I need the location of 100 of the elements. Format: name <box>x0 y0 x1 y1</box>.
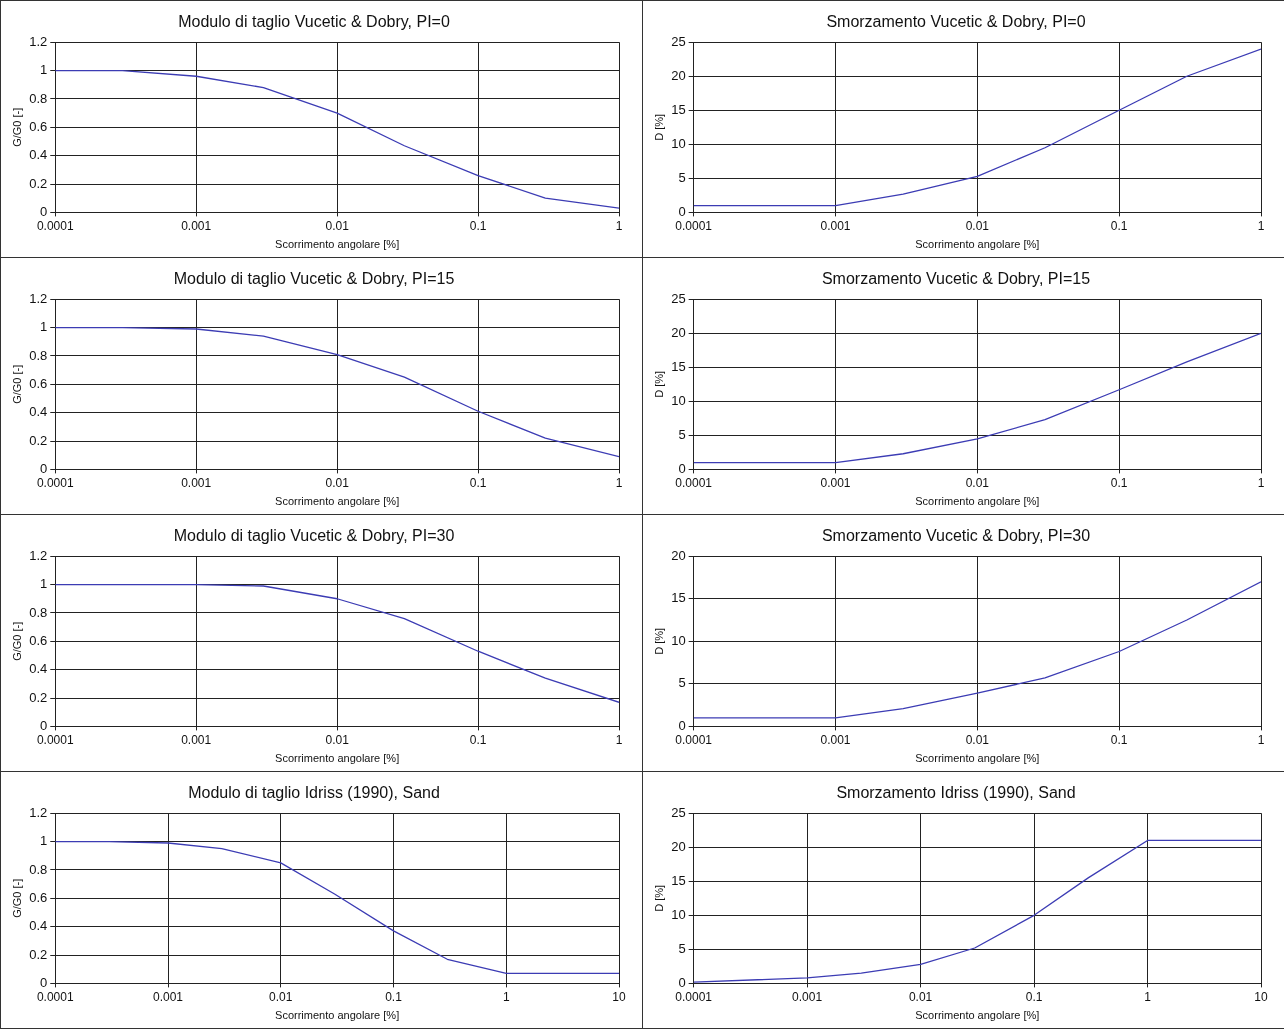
y-tick-label: 0.4 <box>29 661 48 677</box>
x-tick-label: 0.001 <box>181 475 212 490</box>
x-tick-label: 0.001 <box>820 475 851 490</box>
chart-title: Modulo di taglio Vucetic & Dobry, PI=15 <box>173 270 455 288</box>
y-axis-title: G/G0 [-] <box>10 621 23 661</box>
x-tick-label: 0.1 <box>1110 218 1128 233</box>
y-tick-label: 0.6 <box>29 632 48 648</box>
y-tick-label: 0 <box>40 974 48 990</box>
y-axis-title: D [%] <box>652 370 665 398</box>
y-tick-label: 0.8 <box>29 604 48 620</box>
x-tick-label: 0.001 <box>181 732 212 747</box>
x-tick-label: 10 <box>612 989 626 1004</box>
y-tick-label: 0 <box>678 460 686 476</box>
x-tick-label: 0.0001 <box>36 989 74 1004</box>
x-axis-title: Scorrimento angolare [%] <box>915 495 1040 508</box>
x-tick-label: 0.001 <box>820 218 851 233</box>
y-tick-label: 0.4 <box>29 404 48 420</box>
y-tick-label: 15 <box>671 872 686 888</box>
x-axis-title: Scorrimento angolare [%] <box>275 238 400 251</box>
x-tick-label: 0.0001 <box>36 475 74 490</box>
y-tick-label: 15 <box>671 101 686 117</box>
y-tick-label: 20 <box>671 324 686 340</box>
y-axis-title: G/G0 [-] <box>10 364 23 404</box>
x-tick-label: 1 <box>615 218 623 233</box>
y-tick-label: 0.2 <box>29 689 48 705</box>
x-tick-label: 0.001 <box>792 989 823 1004</box>
y-tick-label: 1.2 <box>29 33 48 49</box>
x-tick-label: 0.0001 <box>36 218 74 233</box>
y-tick-label: 1 <box>40 62 48 78</box>
y-tick-label: 25 <box>671 804 686 820</box>
chart-title: Smorzamento Vucetic & Dobry, PI=0 <box>826 13 1086 31</box>
x-tick-label: 1 <box>1144 989 1152 1004</box>
x-tick-label: 1 <box>615 475 623 490</box>
x-tick-label: 0.001 <box>153 989 184 1004</box>
y-tick-label: 20 <box>671 547 686 563</box>
x-tick-label: 0.0001 <box>675 732 713 747</box>
x-tick-label: 0.01 <box>325 732 350 747</box>
y-tick-label: 5 <box>678 426 686 442</box>
y-tick-label: 0.6 <box>29 889 48 905</box>
y-tick-label: 1 <box>40 576 48 592</box>
y-tick-label: 0 <box>40 717 48 733</box>
y-axis-title: D [%] <box>652 884 665 912</box>
chart-title: Modulo di taglio Vucetic & Dobry, PI=30 <box>173 527 455 545</box>
x-tick-label: 0.0001 <box>36 732 74 747</box>
y-tick-label: 5 <box>678 940 686 956</box>
y-tick-label: 0.2 <box>29 946 48 962</box>
x-axis-title: Scorrimento angolare [%] <box>915 238 1040 251</box>
x-tick-label: 0.1 <box>469 732 487 747</box>
y-tick-label: 10 <box>671 632 686 648</box>
x-tick-label: 0.01 <box>965 475 990 490</box>
y-tick-label: 5 <box>678 169 686 185</box>
y-tick-label: 10 <box>671 906 686 922</box>
x-tick-label: 0.1 <box>1110 475 1128 490</box>
x-tick-label: 0.1 <box>469 218 487 233</box>
x-tick-label: 0.01 <box>269 989 293 1004</box>
y-tick-label: 0.2 <box>29 175 48 191</box>
chart-title: Smorzamento Vucetic & Dobry, PI=15 <box>821 270 1091 288</box>
y-tick-label: 15 <box>671 590 686 606</box>
x-tick-label: 0.01 <box>325 475 350 490</box>
y-tick-label: 1.2 <box>29 547 48 563</box>
chart-title: Smorzamento Vucetic & Dobry, PI=30 <box>821 527 1091 545</box>
x-tick-label: 0.1 <box>385 989 403 1004</box>
y-tick-label: 10 <box>671 135 686 151</box>
x-axis-title: Scorrimento angolare [%] <box>275 1009 400 1022</box>
x-tick-label: 1 <box>1257 732 1265 747</box>
chart-title: Modulo di taglio Idriss (1990), Sand <box>188 784 440 802</box>
x-tick-label: 0.001 <box>181 218 212 233</box>
y-tick-label: 0 <box>40 203 48 219</box>
x-axis-title: Scorrimento angolare [%] <box>275 752 400 765</box>
x-tick-label: 0.1 <box>1110 732 1128 747</box>
x-tick-label: 0.001 <box>820 732 851 747</box>
y-axis-title: D [%] <box>652 113 665 141</box>
x-axis-title: Scorrimento angolare [%] <box>275 495 400 508</box>
y-tick-label: 10 <box>671 392 686 408</box>
y-axis-title: G/G0 [-] <box>10 107 23 147</box>
y-tick-label: 0 <box>678 974 686 990</box>
y-tick-label: 15 <box>671 358 686 374</box>
y-tick-label: 0.4 <box>29 918 48 934</box>
y-axis-title: G/G0 [-] <box>10 878 23 918</box>
x-tick-label: 1 <box>1257 218 1265 233</box>
y-tick-label: 0 <box>40 460 48 476</box>
y-tick-label: 0 <box>678 203 686 219</box>
y-tick-label: 20 <box>671 67 686 83</box>
y-tick-label: 1 <box>40 833 48 849</box>
x-tick-label: 1 <box>502 989 510 1004</box>
x-tick-label: 1 <box>1257 475 1265 490</box>
y-tick-label: 25 <box>671 290 686 306</box>
y-tick-label: 1.2 <box>29 290 48 306</box>
x-tick-label: 0.1 <box>469 475 487 490</box>
x-axis-title: Scorrimento angolare [%] <box>915 752 1040 765</box>
x-tick-label: 1 <box>615 732 623 747</box>
x-tick-label: 0.0001 <box>675 475 713 490</box>
y-tick-label: 25 <box>671 33 686 49</box>
x-tick-label: 0.01 <box>965 732 990 747</box>
y-tick-label: 0.6 <box>29 118 48 134</box>
x-tick-label: 0.01 <box>908 989 933 1004</box>
y-tick-label: 0.8 <box>29 347 48 363</box>
x-axis-title: Scorrimento angolare [%] <box>915 1009 1040 1022</box>
chart-title: Modulo di taglio Vucetic & Dobry, PI=0 <box>178 13 450 31</box>
x-tick-label: 0.0001 <box>675 989 713 1004</box>
